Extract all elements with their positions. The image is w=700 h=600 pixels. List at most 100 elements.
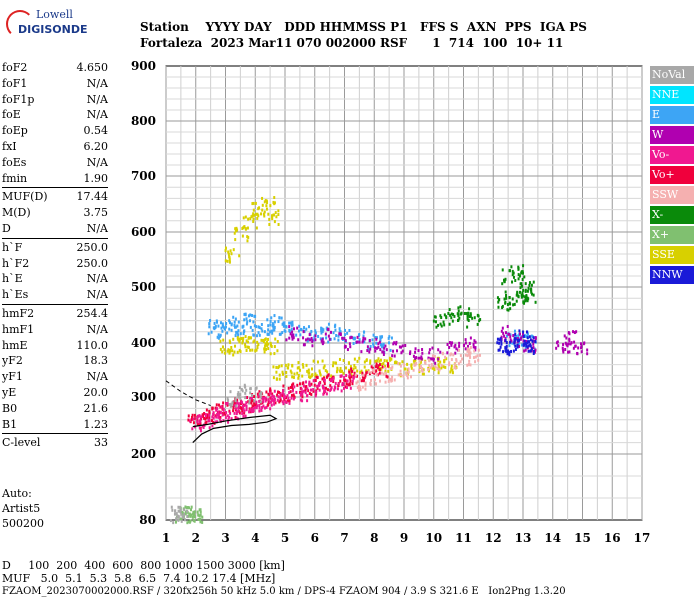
echo-mark <box>517 335 520 339</box>
echo-mark <box>258 394 261 398</box>
echo-mark <box>289 369 292 373</box>
echo-mark <box>245 348 248 352</box>
echo-mark <box>466 347 469 351</box>
echo-mark <box>557 344 560 348</box>
echo-mark <box>237 329 240 333</box>
echo-mark <box>512 303 515 307</box>
echo-mark <box>450 316 453 320</box>
echo-mark <box>516 345 519 349</box>
echo-mark <box>451 341 454 345</box>
echo-mark <box>474 340 477 344</box>
echo-mark <box>336 387 339 391</box>
echo-mark <box>193 510 196 514</box>
echo-mark <box>279 332 282 336</box>
echo-mark <box>428 348 431 352</box>
data-point <box>504 338 517 357</box>
echo-mark <box>250 215 253 219</box>
echo-mark <box>499 345 502 349</box>
echo-mark <box>360 379 363 383</box>
data-point <box>251 201 266 220</box>
echo-mark <box>249 336 252 340</box>
echo-mark <box>327 373 330 377</box>
echo-mark <box>504 346 507 350</box>
param-name: foEs <box>2 155 27 169</box>
data-point <box>572 341 589 356</box>
echo-mark <box>242 226 245 230</box>
chart-points <box>169 196 589 525</box>
echo-mark <box>510 349 513 353</box>
echo-mark <box>254 201 257 205</box>
echo-mark <box>363 360 366 364</box>
echo-mark <box>222 408 225 412</box>
echo-mark <box>453 314 456 318</box>
echo-mark <box>348 373 351 377</box>
echo-mark <box>307 368 310 372</box>
echo-mark <box>333 324 336 328</box>
echo-mark <box>304 388 307 392</box>
param-row: M(D) 3.75 <box>2 205 108 221</box>
echo-mark <box>217 324 220 328</box>
echo-mark <box>248 398 251 402</box>
echo-mark <box>226 414 229 418</box>
echo-mark <box>210 419 213 423</box>
echo-mark <box>275 365 278 369</box>
echo-mark <box>271 331 274 335</box>
echo-mark <box>528 281 531 285</box>
echo-mark <box>244 215 247 219</box>
echo-mark <box>277 320 280 324</box>
echo-mark <box>514 332 517 336</box>
echo-mark <box>264 337 267 341</box>
echo-mark <box>251 399 254 403</box>
param-row: fmin 1.90 <box>2 171 108 187</box>
echo-mark <box>345 386 348 390</box>
echo-mark <box>243 329 246 333</box>
echo-mark <box>447 311 450 315</box>
echo-mark <box>370 365 373 369</box>
echo-mark <box>524 282 527 286</box>
echo-mark <box>233 350 236 354</box>
echo-mark <box>434 361 437 365</box>
echo-mark <box>191 415 194 419</box>
echo-mark <box>440 366 443 370</box>
echo-mark <box>397 373 400 377</box>
echo-mark <box>334 328 337 332</box>
echo-mark <box>233 231 236 235</box>
param-name: foF2 <box>2 61 28 74</box>
echo-mark <box>529 338 532 342</box>
echo-mark <box>507 308 510 312</box>
echo-mark <box>563 334 566 338</box>
echo-mark <box>249 217 252 221</box>
echo-mark <box>291 383 294 387</box>
echo-mark <box>565 343 568 347</box>
echo-mark <box>389 348 392 352</box>
echo-mark <box>203 416 206 420</box>
echo-mark <box>455 359 458 363</box>
echo-mark <box>509 307 512 311</box>
echo-mark <box>414 347 417 351</box>
echo-mark <box>375 346 378 350</box>
echo-mark <box>248 319 251 323</box>
echo-mark <box>237 409 240 413</box>
data-point <box>237 383 251 402</box>
echo-mark <box>384 344 387 348</box>
header-labels: Station YYYY DAY DDD HHMMSS P1 FFS S AXN… <box>140 20 587 34</box>
echo-mark <box>312 359 315 363</box>
echo-mark <box>228 260 231 264</box>
echo-mark <box>263 406 266 410</box>
echo-mark <box>459 360 462 364</box>
param-row: foE N/A <box>2 107 108 123</box>
echo-mark <box>275 370 278 374</box>
echo-mark <box>235 406 238 410</box>
echo-mark <box>455 358 458 362</box>
echo-mark <box>251 328 254 332</box>
echo-mark <box>455 347 458 351</box>
echo-mark <box>274 337 277 341</box>
echo-mark <box>227 250 230 254</box>
y-tick-label: 800 <box>131 114 156 128</box>
echo-mark <box>448 341 451 345</box>
echo-mark <box>384 380 387 384</box>
echo-mark <box>516 337 519 341</box>
data-point <box>519 280 535 296</box>
echo-mark <box>431 364 434 368</box>
x-tick-label: 9 <box>400 531 408 545</box>
